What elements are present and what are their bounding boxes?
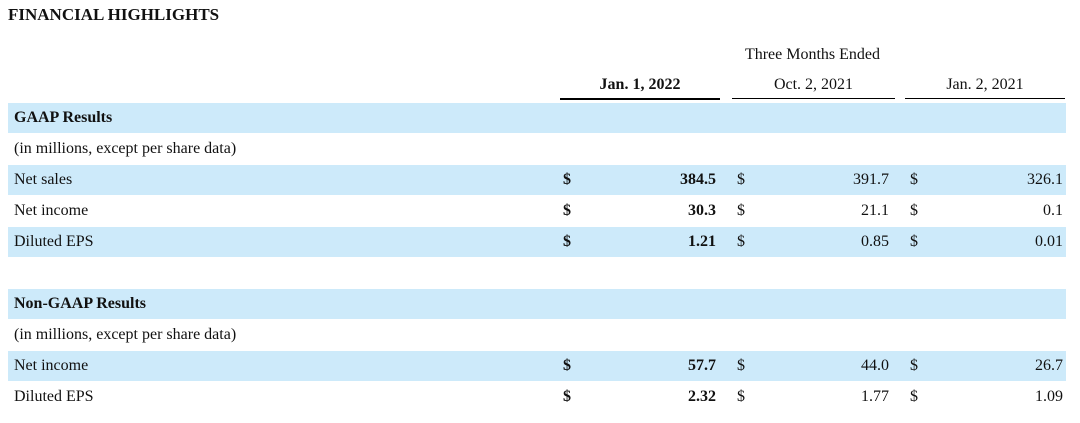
header-underline — [732, 98, 895, 99]
currency-symbol: $ — [737, 357, 745, 374]
value-cell: 2.32 — [688, 388, 716, 405]
value-cell: 1.77 — [861, 388, 889, 405]
value-cell: 26.7 — [1035, 357, 1063, 374]
row-label: Net income — [14, 357, 89, 374]
value-cell: 30.3 — [688, 202, 716, 219]
row-label: Net income — [14, 202, 89, 219]
column-header: Oct. 2, 2021 — [773, 76, 854, 93]
currency-symbol: $ — [910, 171, 918, 188]
row-band — [8, 227, 1066, 257]
value-cell: 21.1 — [861, 202, 889, 219]
column-header: Jan. 2, 2021 — [946, 76, 1024, 93]
currency-symbol: $ — [737, 388, 745, 405]
value-cell: 1.21 — [688, 233, 716, 250]
column-header: Jan. 1, 2022 — [599, 76, 681, 93]
value-cell: 44.0 — [861, 357, 889, 374]
currency-symbol: $ — [737, 171, 745, 188]
currency-symbol: $ — [910, 202, 918, 219]
value-cell: 0.1 — [1043, 202, 1063, 219]
currency-symbol: $ — [910, 357, 918, 374]
currency-symbol: $ — [737, 233, 745, 250]
currency-symbol: $ — [737, 202, 745, 219]
currency-symbol: $ — [563, 202, 571, 219]
value-cell: 1.09 — [1035, 388, 1063, 405]
currency-symbol: $ — [563, 388, 571, 405]
column-group-header: Three Months Ended — [744, 46, 881, 63]
section-title: GAAP Results — [14, 109, 113, 126]
section-band — [8, 103, 1066, 133]
value-cell: 391.7 — [853, 171, 889, 188]
value-cell: 0.01 — [1035, 233, 1063, 250]
currency-symbol: $ — [910, 233, 918, 250]
currency-symbol: $ — [910, 388, 918, 405]
section-band — [8, 289, 1066, 319]
header-underline — [560, 98, 720, 100]
currency-symbol: $ — [563, 357, 571, 374]
row-label: Net sales — [14, 171, 73, 188]
value-cell: 326.1 — [1027, 171, 1063, 188]
value-cell: 384.5 — [680, 171, 716, 188]
section-note: (in millions, except per share data) — [14, 326, 237, 343]
section-title: Non-GAAP Results — [14, 295, 147, 312]
page-title: FINANCIAL HIGHLIGHTS — [8, 5, 220, 24]
row-label: Diluted EPS — [14, 233, 94, 250]
row-band — [8, 165, 1066, 195]
section-note: (in millions, except per share data) — [14, 140, 237, 157]
row-label: Diluted EPS — [14, 388, 94, 405]
value-cell: 57.7 — [688, 357, 716, 374]
currency-symbol: $ — [563, 233, 571, 250]
row-band — [8, 351, 1066, 381]
value-cell: 0.85 — [861, 233, 889, 250]
currency-symbol: $ — [563, 171, 571, 188]
header-underline — [905, 98, 1065, 99]
